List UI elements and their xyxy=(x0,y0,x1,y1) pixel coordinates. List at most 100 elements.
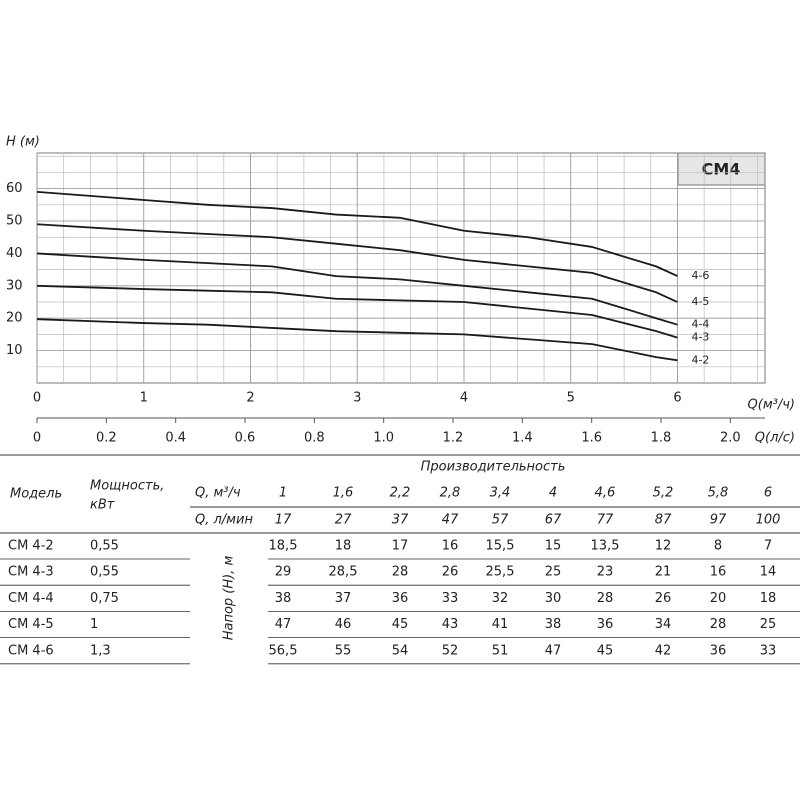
chart-title: CM4 xyxy=(702,160,741,179)
y-tick-label: 20 xyxy=(6,311,23,326)
x-axis-label: Q(м³/ч) xyxy=(748,398,795,413)
curve-label: 4-4 xyxy=(691,318,709,331)
model-cell: CM 4-5 xyxy=(8,617,54,632)
model-cell: CM 4-3 xyxy=(8,565,54,580)
head-cell: 21 xyxy=(655,565,672,580)
head-cell: 13,5 xyxy=(591,539,620,554)
head-cell: 8 xyxy=(714,539,722,554)
y-tick-label: 40 xyxy=(6,246,23,261)
head-cell: 34 xyxy=(655,617,672,632)
power-cell: 1 xyxy=(90,617,98,632)
x-tick-label: 5 xyxy=(567,391,575,406)
head-cell: 33 xyxy=(442,591,459,606)
q-m3h-value: 5,2 xyxy=(653,486,674,501)
head-cell: 25 xyxy=(545,565,562,580)
q-m3h-label: Q, м³/ч xyxy=(195,486,241,501)
head-cell: 43 xyxy=(442,617,459,632)
head-cell: 28 xyxy=(392,565,409,580)
head-label: Напор (Н), м xyxy=(222,556,237,641)
head-cell: 12 xyxy=(655,539,672,554)
head-cell: 54 xyxy=(392,643,409,658)
curve xyxy=(36,252,678,326)
curve-label: 4-5 xyxy=(691,295,709,308)
curve xyxy=(36,318,678,362)
head-cell: 23 xyxy=(597,565,614,580)
q-lpm-value: 67 xyxy=(545,513,562,528)
head-cell: 25 xyxy=(760,617,777,632)
y-tick-label: 60 xyxy=(6,181,23,196)
q-m3h-value: 4,6 xyxy=(595,486,616,501)
power-cell: 1,3 xyxy=(90,643,111,658)
head-cell: 38 xyxy=(545,617,562,632)
head-cell: 16 xyxy=(710,565,727,580)
x2-tick-label: 2.0 xyxy=(720,431,741,446)
q-lpm-value: 87 xyxy=(655,513,672,528)
x-tick-label: 3 xyxy=(353,391,361,406)
head-cell: 52 xyxy=(442,643,459,658)
head-cell: 32 xyxy=(492,591,509,606)
power-cell: 0,75 xyxy=(90,591,119,606)
q-m3h-value: 1,6 xyxy=(333,486,354,501)
curve-label: 4-6 xyxy=(691,269,709,282)
curve xyxy=(36,284,678,339)
model-header: Модель xyxy=(10,487,62,502)
head-cell: 20 xyxy=(710,591,727,606)
x2-tick-label: 0.2 xyxy=(96,431,117,446)
head-cell: 26 xyxy=(442,565,459,580)
power-cell: 0,55 xyxy=(90,565,119,580)
head-cell: 17 xyxy=(392,539,409,554)
q-lpm-value: 100 xyxy=(756,513,781,528)
x-tick-label: 1 xyxy=(140,391,148,406)
q-m3h-value: 3,4 xyxy=(490,486,511,501)
head-cell: 56,5 xyxy=(269,643,298,658)
power-header: кВт xyxy=(90,498,115,513)
head-cell: 18,5 xyxy=(269,539,298,554)
x-tick-label: 6 xyxy=(673,391,681,406)
curve-label: 4-3 xyxy=(691,331,709,344)
x2-tick-label: 0.8 xyxy=(304,431,325,446)
model-cell: CM 4-4 xyxy=(8,591,54,606)
head-cell: 18 xyxy=(760,591,777,606)
y-tick-label: 10 xyxy=(6,343,23,358)
y-tick-label: 50 xyxy=(6,214,23,229)
head-cell: 15 xyxy=(545,539,562,554)
q-lpm-label: Q, л/мин xyxy=(195,513,253,528)
head-cell: 47 xyxy=(275,617,292,632)
x2-tick-label: 0.4 xyxy=(165,431,186,446)
performance-header: Производительность xyxy=(421,460,566,475)
head-cell: 38 xyxy=(275,591,292,606)
head-cell: 42 xyxy=(655,643,672,658)
q-lpm-value: 17 xyxy=(275,513,292,528)
x2-tick-label: 1.8 xyxy=(651,431,672,446)
head-cell: 30 xyxy=(545,591,562,606)
x2-tick-label: 1.4 xyxy=(512,431,533,446)
q-m3h-value: 6 xyxy=(764,486,772,501)
head-cell: 46 xyxy=(335,617,352,632)
curve xyxy=(36,223,678,303)
head-cell: 55 xyxy=(335,643,352,658)
head-cell: 18 xyxy=(335,539,352,554)
head-cell: 45 xyxy=(597,643,614,658)
x-tick-label: 0 xyxy=(33,391,41,406)
x-tick-label: 4 xyxy=(460,391,468,406)
head-cell: 36 xyxy=(392,591,409,606)
head-cell: 7 xyxy=(764,539,772,554)
head-cell: 36 xyxy=(597,617,614,632)
head-cell: 51 xyxy=(492,643,509,658)
q-m3h-value: 1 xyxy=(279,486,287,501)
model-cell: CM 4-6 xyxy=(8,643,54,658)
model-cell: CM 4-2 xyxy=(8,539,54,554)
power-cell: 0,55 xyxy=(90,539,119,554)
head-cell: 28 xyxy=(710,617,727,632)
head-cell: 33 xyxy=(760,643,777,658)
head-cell: 26 xyxy=(655,591,672,606)
head-cell: 41 xyxy=(492,617,509,632)
q-m3h-value: 2,8 xyxy=(440,486,461,501)
head-cell: 28 xyxy=(597,591,614,606)
table-rules xyxy=(0,454,800,534)
head-cell: 16 xyxy=(442,539,459,554)
x2-tick-label: 1.2 xyxy=(443,431,464,446)
curve-label: 4-2 xyxy=(691,353,709,366)
head-cell: 28,5 xyxy=(329,565,358,580)
